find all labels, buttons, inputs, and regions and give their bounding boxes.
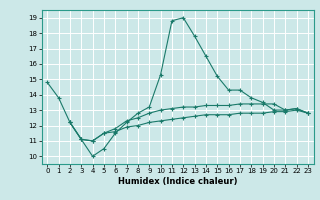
X-axis label: Humidex (Indice chaleur): Humidex (Indice chaleur) [118, 177, 237, 186]
